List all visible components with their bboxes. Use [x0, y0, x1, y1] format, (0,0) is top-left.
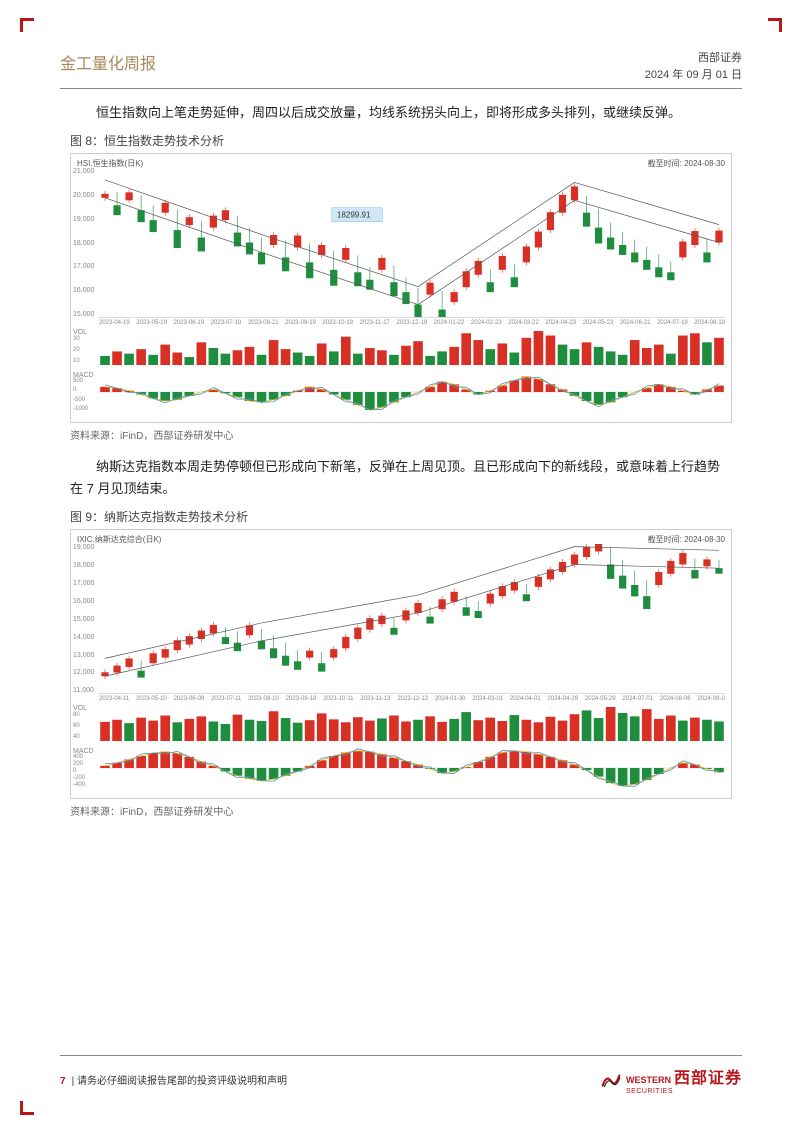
fig9-y-axis: 19,00018,00017,00016,00015,00014,00013,0… [73, 544, 94, 694]
fig9-vol-label: VOL [73, 705, 87, 712]
fig8-vol-panel [99, 329, 725, 365]
figure9-caption: 纳斯达克指数走势技术分析 [104, 510, 248, 524]
header-meta: 西部证券 2024 年 09 月 01 日 [645, 50, 742, 83]
paragraph-2: 纳斯达克指数本周走势停顿但已形成向下新笔，反弹在上周见顶。且已形成向下的新线段，… [70, 456, 732, 500]
logo-cn: 西部证券 [674, 1064, 742, 1088]
fig8-macd-panel [99, 372, 725, 412]
fig9-price-panel [99, 544, 725, 694]
figure8-caption: 恒生指数走势技术分析 [104, 134, 224, 148]
header-divider [60, 88, 742, 89]
figure9-source: 资料来源：iFinD，西部证券研发中心 [70, 803, 732, 818]
svg-text:18299.91: 18299.91 [337, 211, 371, 220]
fig8-vol-y: 302010 [73, 336, 80, 364]
fig9-vol-panel [99, 705, 725, 741]
content-area: 恒生指数向上笔走势延伸，周四以后成交放量，均线系统拐头向上，即将形成多头排列，或… [70, 102, 732, 832]
page-header: 金工量化周报 西部证券 2024 年 09 月 01 日 [60, 50, 742, 83]
footer-text: 7 | 请务必仔细阅读报告尾部的投资评级说明和声明 [60, 1072, 287, 1087]
fig8-macd-y: 5000-500-1000 [73, 378, 88, 412]
paragraph-1: 恒生指数向上笔走势延伸，周四以后成交放量，均线系统拐头向上，即将形成多头排列，或… [70, 102, 732, 124]
fig9-x-axis: 2023-04-112023-05-102023-06-092023-07-11… [99, 696, 725, 702]
figure8-source: 资料来源：iFinD，西部证券研发中心 [70, 427, 732, 442]
company-name: 西部证券 [645, 50, 742, 67]
fig8-vol-label: VOL [73, 329, 87, 336]
figure8-label: 图 8： [70, 134, 104, 148]
fig8-price-panel: 18299.91 [99, 168, 725, 318]
fig8-x-axis: 2023-04-192023-05-192023-06-192023-07-19… [99, 320, 725, 326]
corner-bl [20, 1101, 34, 1115]
corner-tl [20, 18, 34, 32]
fig9-macd-svg [99, 748, 725, 788]
page-number: 7 [60, 1076, 66, 1087]
fig8-price-svg: 18299.91 [99, 168, 725, 317]
fig9-price-svg [99, 544, 725, 693]
fig8-macd-svg [99, 372, 725, 412]
fig9-macd-panel [99, 748, 725, 788]
fig8-vol-svg [99, 329, 725, 365]
fig9-macd-y: 4002000-200-400 [73, 754, 85, 788]
figure9-label: 图 9： [70, 510, 104, 524]
fig8-y-axis: 21,00020,00019,00018,00017,00016,00015,0… [73, 168, 94, 318]
company-logo: WESTERN 西部证券 SECURITIES [600, 1064, 742, 1095]
corner-tr [768, 18, 782, 32]
figure9-chart: IXIC.纳斯达克综合(日K) 截至时间: 2024-08-30 19,0001… [70, 529, 732, 799]
fig9-vol-y: 806040 [73, 712, 80, 740]
figure8-chart: HSI.恒生指数(日K) 截至时间: 2024-08-30 21,00020,0… [70, 153, 732, 423]
figure9-title: 图 9：纳斯达克指数走势技术分析 [70, 508, 732, 525]
logo-en: WESTERN [626, 1075, 671, 1085]
logo-sub: SECURITIES [626, 1088, 742, 1095]
logo-icon [600, 1069, 622, 1091]
page-footer: 7 | 请务必仔细阅读报告尾部的投资评级说明和声明 WESTERN 西部证券 SE… [60, 1055, 742, 1095]
disclaimer: | 请务必仔细阅读报告尾部的投资评级说明和声明 [72, 1076, 287, 1087]
logo-text-wrap: WESTERN 西部证券 SECURITIES [626, 1064, 742, 1095]
fig9-vol-svg [99, 705, 725, 741]
figure8-title: 图 8：恒生指数走势技术分析 [70, 132, 732, 149]
report-type: 金工量化周报 [60, 50, 156, 74]
report-date: 2024 年 09 月 01 日 [645, 67, 742, 84]
